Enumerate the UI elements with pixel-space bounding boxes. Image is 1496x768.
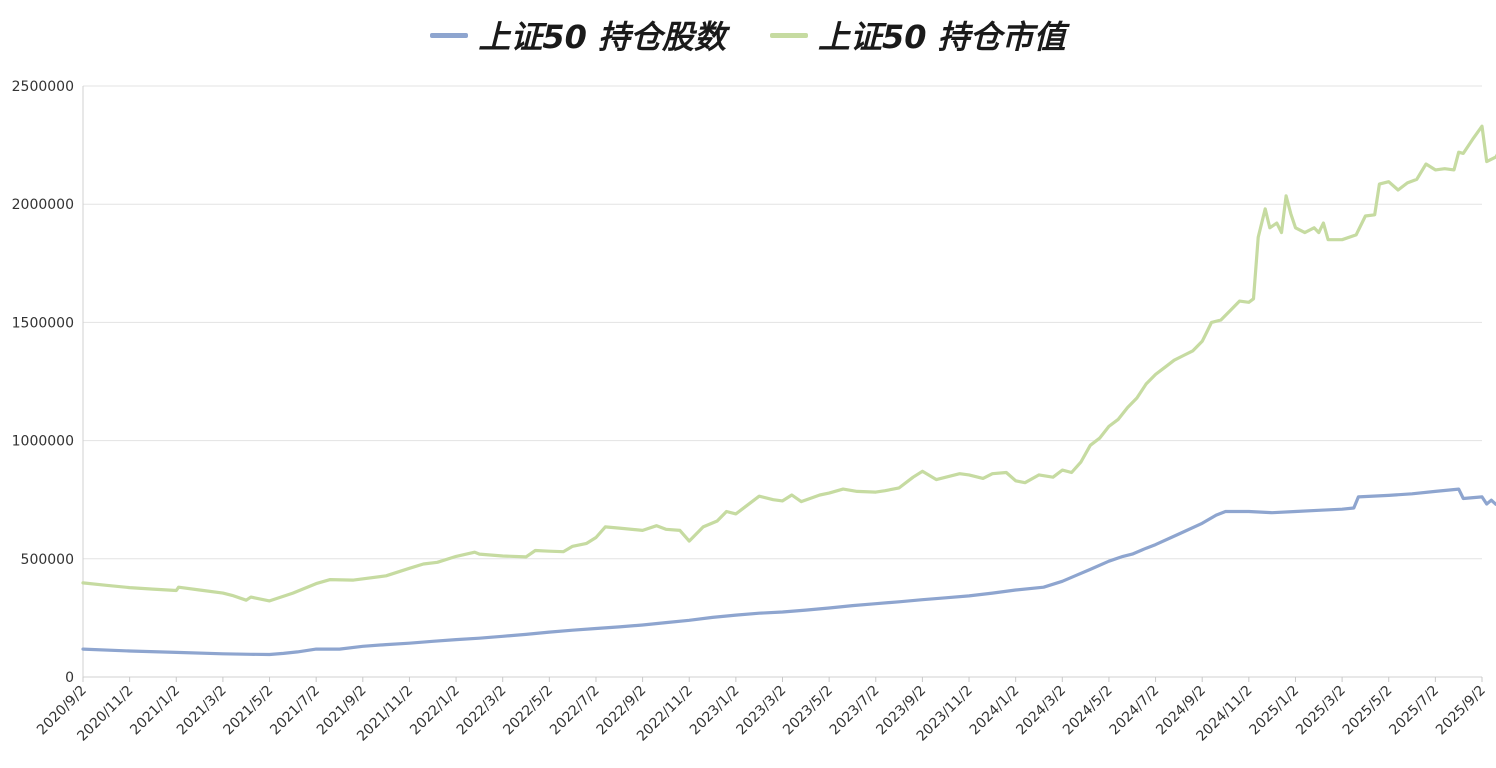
y-tick-label: 0 xyxy=(65,670,74,686)
y-tick-label: 2000000 xyxy=(12,197,74,213)
legend-label-shares: 上证50 持仓股数 xyxy=(478,18,726,56)
x-tick-label: 2024/3/2 xyxy=(1013,683,1069,739)
x-tick-label: 2021/3/2 xyxy=(174,683,230,739)
legend-swatch-market-value xyxy=(770,32,808,38)
y-tick-label: 1000000 xyxy=(12,434,74,450)
x-tick-label: 2023/1/2 xyxy=(687,683,743,739)
x-tick-label: 2022/1/2 xyxy=(407,683,463,739)
x-tick-label: 2025/9/2 xyxy=(1433,683,1489,739)
legend-swatch-shares xyxy=(430,32,469,38)
x-tick-label: 2023/3/2 xyxy=(734,683,790,739)
series-line-market-value xyxy=(81,124,1496,603)
x-tick-label: 2024/5/2 xyxy=(1060,683,1116,739)
y-tick-label: 500000 xyxy=(21,552,74,568)
x-tick-label: 2025/3/2 xyxy=(1293,683,1349,739)
legend-item-market-value: 上证50 持仓市值 xyxy=(770,12,1066,58)
x-tick-label: 2022/7/2 xyxy=(547,683,603,739)
x-tick-label: 2021/1/2 xyxy=(127,683,183,739)
x-tick-label: 2022/3/2 xyxy=(454,683,510,739)
x-tick-label: 2022/5/2 xyxy=(500,683,556,739)
x-tick-label: 2024/7/2 xyxy=(1107,683,1163,739)
x-tick-label: 2025/1/2 xyxy=(1247,683,1303,739)
x-tick-label: 2025/5/2 xyxy=(1340,683,1396,739)
y-tick-label: 2500000 xyxy=(12,79,74,95)
x-tick-label: 2023/5/2 xyxy=(780,683,836,739)
y-tick-label: 1500000 xyxy=(12,315,74,331)
series-line-shares xyxy=(81,487,1496,657)
x-tick-label: 2025/7/2 xyxy=(1386,683,1442,739)
x-tick-label: 2021/7/2 xyxy=(267,683,323,739)
legend: 上证50 持仓股数 上证50 持仓市值 xyxy=(0,12,1496,58)
x-tick-label: 2023/7/2 xyxy=(827,683,883,739)
x-tick-label: 2024/1/2 xyxy=(967,683,1023,739)
legend-item-shares: 上证50 持仓股数 xyxy=(430,12,726,58)
x-tick-label: 2021/5/2 xyxy=(221,683,277,739)
legend-label-market-value: 上证50 持仓市值 xyxy=(818,18,1066,56)
